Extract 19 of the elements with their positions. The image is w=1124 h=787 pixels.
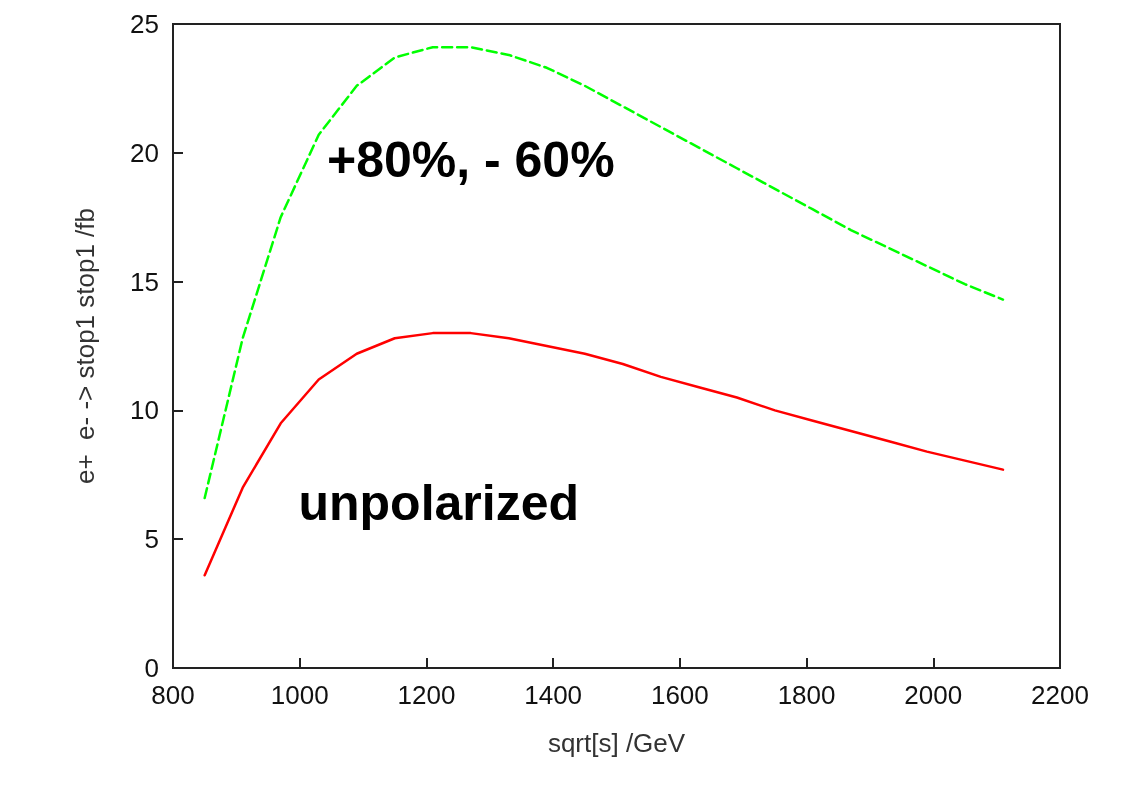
series-label: +80%, - 60% — [326, 132, 615, 189]
y-tick-label: 25 — [130, 9, 159, 39]
x-tick-label: 1200 — [397, 680, 456, 710]
y-tick-label: 20 — [130, 137, 159, 168]
x-tick-label: 1400 — [524, 680, 583, 710]
x-tick-label: 1800 — [777, 680, 836, 710]
x-tick-label: 1000 — [270, 680, 329, 710]
y-tick-label: 15 — [130, 266, 159, 297]
x-tick-label: 2000 — [904, 680, 963, 710]
y-tick-label: 5 — [144, 524, 159, 555]
y-tick-label: 10 — [130, 395, 159, 426]
x-axis-title: sqrt[s] /GeV — [547, 728, 686, 758]
x-tick-label: 2200 — [1031, 680, 1089, 710]
x-tick-label: 1600 — [650, 680, 709, 710]
x-tick-label: 800 — [151, 680, 195, 710]
series-label: unpolarized — [298, 475, 580, 532]
y-axis-title: e+ e- -> stop1 stop1 /fb — [70, 207, 100, 485]
line-series — [203, 331, 1005, 577]
y-tick-label: 0 — [144, 653, 159, 683]
